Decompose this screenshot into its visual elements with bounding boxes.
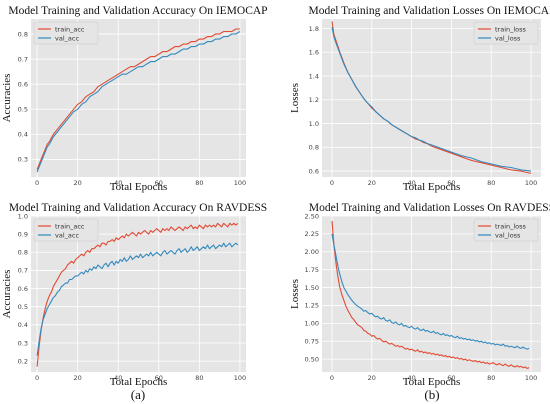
x-tick-label: 100 <box>234 374 246 382</box>
x-tick-label: 20 <box>368 179 376 187</box>
x-tick-label: 80 <box>195 179 203 187</box>
y-tick-label: 0.4 <box>18 321 28 329</box>
x-tick-label: 60 <box>155 374 163 382</box>
x-tick-label: 80 <box>487 179 495 187</box>
legend-label-val_loss: val_loss <box>495 34 521 42</box>
y-tick-label: 2.00 <box>305 248 319 256</box>
x-tick-label: 60 <box>155 179 163 187</box>
x-axis-label: Total Epochs <box>403 376 461 388</box>
x-tick-label: 40 <box>407 374 415 382</box>
legend-label-train_acc: train_acc <box>55 25 85 33</box>
caption-b: (b) <box>424 387 439 402</box>
x-tick-label: 0 <box>330 374 334 382</box>
series-line-val_acc <box>36 242 239 356</box>
y-axis-label: Accuracies <box>1 270 13 319</box>
plot-area <box>31 19 246 177</box>
series-line-val_loss <box>331 27 532 172</box>
y-tick-label: 1.8 <box>309 25 319 33</box>
legend-label-val_acc: val_acc <box>55 231 79 239</box>
y-tick-label: 1.6 <box>309 49 319 57</box>
y-tick-label: 0.8 <box>18 30 28 38</box>
x-tick-label: 100 <box>525 179 537 187</box>
x-tick-label: 60 <box>447 374 455 382</box>
y-tick-label: 0.2 <box>18 357 28 365</box>
x-tick-label: 0 <box>35 179 39 187</box>
chart-acc_ravdess: 0 20 40 60 80 100 0.2 0.3 0.4 0.5 0.6 0.7 0.8 0.9 1.0 t… <box>1 202 267 388</box>
x-axis-label: Total Epochs <box>110 181 168 193</box>
plot-area <box>31 216 246 372</box>
series-line-train_loss <box>331 220 530 369</box>
y-tick-label: 0.6 <box>18 285 28 293</box>
y-tick-label: 1.50 <box>305 284 319 292</box>
x-axis-label: Total Epochs <box>403 181 461 193</box>
y-tick-label: 2.25 <box>305 230 319 238</box>
y-tick-label: 2.50 <box>305 212 319 220</box>
y-tick-label: 0.3 <box>18 339 28 347</box>
y-tick-label: 0.9 <box>18 230 28 238</box>
y-axis-label: Losses <box>289 83 301 113</box>
x-tick-label: 0 <box>330 179 334 187</box>
chart-acc_iemocap: 0 20 40 60 80 100 0.3 0.4 0.5 0.6 0.7 0.8 train_accv… <box>1 5 268 193</box>
legend-label-train_loss: train_loss <box>495 222 527 230</box>
y-tick-label: 1.75 <box>305 266 319 274</box>
chart-title: Model Training and Validation Accuracy O… <box>9 202 267 214</box>
series-line-val_acc <box>36 31 241 173</box>
legend-label-train_acc: train_acc <box>55 222 85 230</box>
y-tick-label: 1.0 <box>18 212 28 220</box>
y-tick-label: 0.5 <box>18 106 28 114</box>
chart-loss_ravdess: 0 20 40 60 80 100 0.50 0.75 1.00 1.25 1.50 1.75 2.00… <box>289 202 550 388</box>
legend-label-train_loss: train_loss <box>495 25 527 33</box>
y-tick-label: 1.0 <box>309 120 319 128</box>
y-tick-label: 0.75 <box>305 338 319 346</box>
x-tick-label: 40 <box>407 179 415 187</box>
x-tick-label: 100 <box>234 179 246 187</box>
chart-title: Model Training and Validation Losses On … <box>308 5 550 17</box>
x-tick-label: 20 <box>74 374 82 382</box>
y-tick-label: 1.4 <box>309 72 319 80</box>
y-tick-label: 0.6 <box>18 81 28 89</box>
y-tick-label: 0.3 <box>18 156 28 164</box>
y-tick-label: 0.8 <box>18 249 28 257</box>
x-tick-label: 80 <box>487 374 495 382</box>
y-tick-label: 1.2 <box>309 96 319 104</box>
legend-label-val_acc: val_acc <box>55 34 79 42</box>
y-tick-label: 0.7 <box>18 55 28 63</box>
x-tick-label: 80 <box>195 374 203 382</box>
x-tick-label: 20 <box>368 374 376 382</box>
x-tick-label: 60 <box>447 179 455 187</box>
series-line-train_acc <box>36 222 239 367</box>
y-tick-label: 0.6 <box>309 167 319 175</box>
y-tick-label: 0.4 <box>18 131 28 139</box>
series-line-val_loss <box>331 233 530 350</box>
x-tick-label: 40 <box>114 179 122 187</box>
x-tick-label: 0 <box>35 374 39 382</box>
chart-title: Model Training and Validation Losses On … <box>309 202 550 214</box>
y-tick-label: 1.25 <box>305 302 319 310</box>
x-tick-label: 100 <box>525 374 537 382</box>
x-tick-label: 40 <box>114 374 122 382</box>
chart-title: Model Training and Validation Accuracy O… <box>8 5 267 17</box>
plot-area <box>322 19 541 177</box>
caption-a: (a) <box>131 387 145 402</box>
y-axis-label: Losses <box>289 279 301 309</box>
y-tick-label: 0.7 <box>18 267 28 275</box>
y-tick-label: 1.00 <box>305 320 319 328</box>
chart-loss_iemocap: 0 20 40 60 80 100 0.6 0.8 1.0 1.2 1.4 1.6 1.8 train_l… <box>289 5 550 193</box>
series-line-train_acc <box>36 28 240 170</box>
y-tick-label: 0.5 <box>18 303 28 311</box>
x-axis-label: Total Epochs <box>110 376 168 388</box>
y-axis-label: Accuracies <box>1 74 13 123</box>
x-tick-label: 20 <box>74 179 82 187</box>
legend-label-val_loss: val_loss <box>495 231 521 239</box>
y-tick-label: 0.50 <box>305 355 319 363</box>
y-tick-label: 0.8 <box>309 144 319 152</box>
